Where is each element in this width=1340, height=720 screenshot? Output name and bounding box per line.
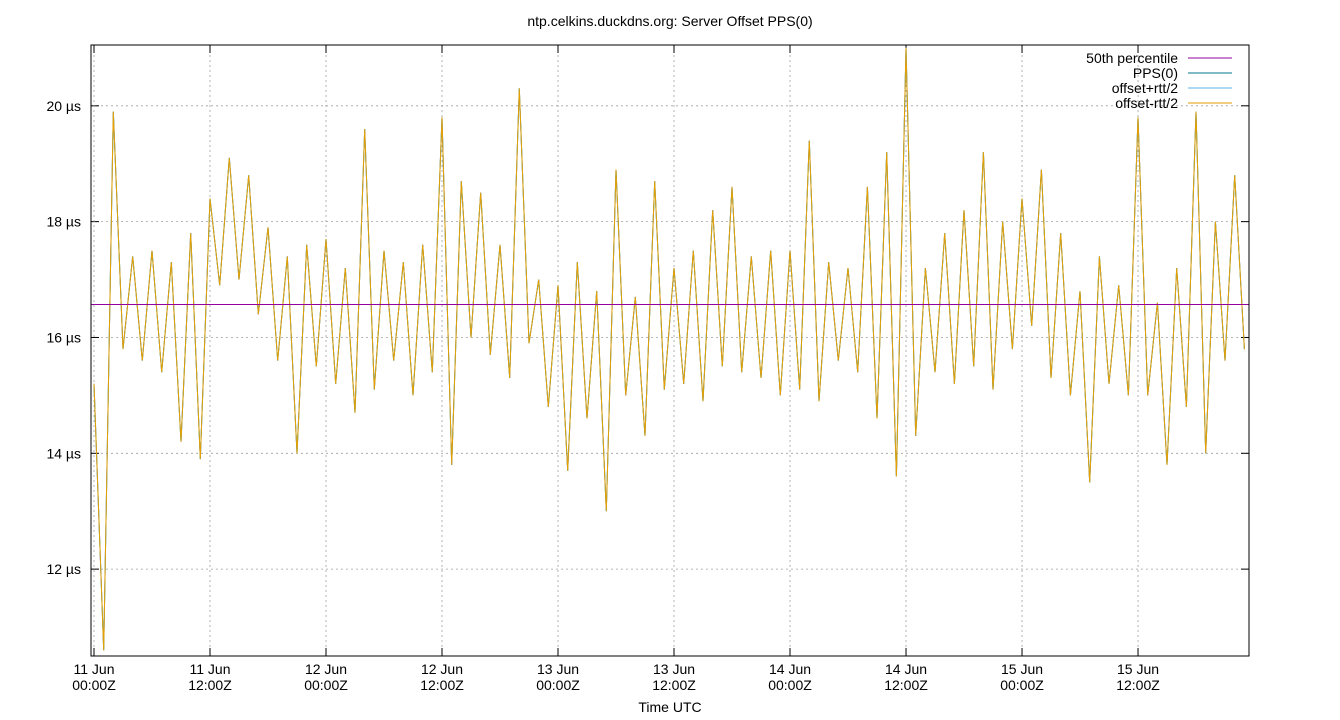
series-line — [93, 47, 1245, 651]
legend-label: PPS(0) — [1133, 65, 1178, 81]
y-tick-label: 18 µs — [46, 214, 81, 230]
x-tick-label-line: 13 Jun — [653, 661, 695, 677]
x-tick-label: 12 Jun 00:00Z — [304, 661, 348, 693]
x-tick-label-line: 12:00Z — [652, 677, 696, 693]
x-tick-label-line: 13 Jun — [537, 661, 579, 677]
x-tick-label-line: 11 Jun — [189, 661, 230, 677]
x-tick-label-line: 00:00Z — [536, 677, 580, 693]
x-tick-label: 12 Jun 12:00Z — [420, 661, 464, 693]
legend-label: offset-rtt/2 — [1115, 95, 1178, 111]
series-line — [93, 47, 1245, 651]
x-tick-label-line: 11 Jun — [73, 661, 114, 677]
x-tick-label-line: 12:00Z — [420, 677, 464, 693]
x-tick-label-line: 00:00Z — [304, 677, 348, 693]
x-tick-label-line: 12:00Z — [1116, 677, 1160, 693]
x-tick-label-line: 00:00Z — [1000, 677, 1044, 693]
y-tick-label: 20 µs — [46, 98, 81, 114]
y-tick-label: 14 µs — [46, 445, 81, 461]
x-tick-label-line: 12:00Z — [188, 677, 232, 693]
x-tick-label: 15 Jun 12:00Z — [1116, 661, 1160, 693]
x-tick-label-line: 12:00Z — [884, 677, 928, 693]
x-tick-label-line: 00:00Z — [72, 677, 116, 693]
x-tick-label: 11 Jun 12:00Z — [188, 661, 232, 693]
x-tick-label: 13 Jun 00:00Z — [536, 661, 580, 693]
x-tick-label: 11 Jun 00:00Z — [72, 661, 116, 693]
y-tick-label: 16 µs — [46, 329, 81, 345]
legend-label: 50th percentile — [1086, 50, 1178, 66]
x-tick-label: 15 Jun 00:00Z — [1000, 661, 1044, 693]
x-tick-label-line: 12 Jun — [421, 661, 463, 677]
plot-frame — [90, 44, 1250, 657]
x-tick-label-line: 12 Jun — [305, 661, 347, 677]
x-tick-label: 14 Jun 00:00Z — [768, 661, 812, 693]
x-tick-label: 13 Jun 12:00Z — [652, 661, 696, 693]
x-axis-label: Time UTC — [638, 699, 701, 715]
legend-label: offset+rtt/2 — [1112, 80, 1178, 96]
series-line — [93, 47, 1245, 651]
x-tick-label-line: 14 Jun — [885, 661, 927, 677]
chart-title: ntp.celkins.duckdns.org: Server Offset P… — [527, 13, 812, 29]
x-tick-label-line: 15 Jun — [1001, 661, 1043, 677]
y-tick-label: 12 µs — [46, 561, 81, 577]
x-tick-label: 14 Jun 12:00Z — [884, 661, 928, 693]
x-tick-label-line: 15 Jun — [1117, 661, 1159, 677]
x-tick-label-line: 00:00Z — [768, 677, 812, 693]
x-tick-label-line: 14 Jun — [769, 661, 811, 677]
